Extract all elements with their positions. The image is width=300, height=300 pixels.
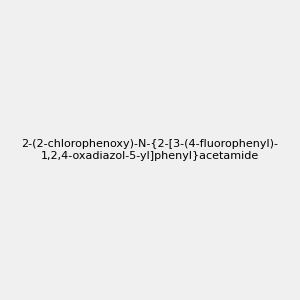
- Text: 2-(2-chlorophenoxy)-N-{2-[3-(4-fluorophenyl)-
1,2,4-oxadiazol-5-yl]phenyl}acetam: 2-(2-chlorophenoxy)-N-{2-[3-(4-fluorophe…: [22, 139, 278, 161]
